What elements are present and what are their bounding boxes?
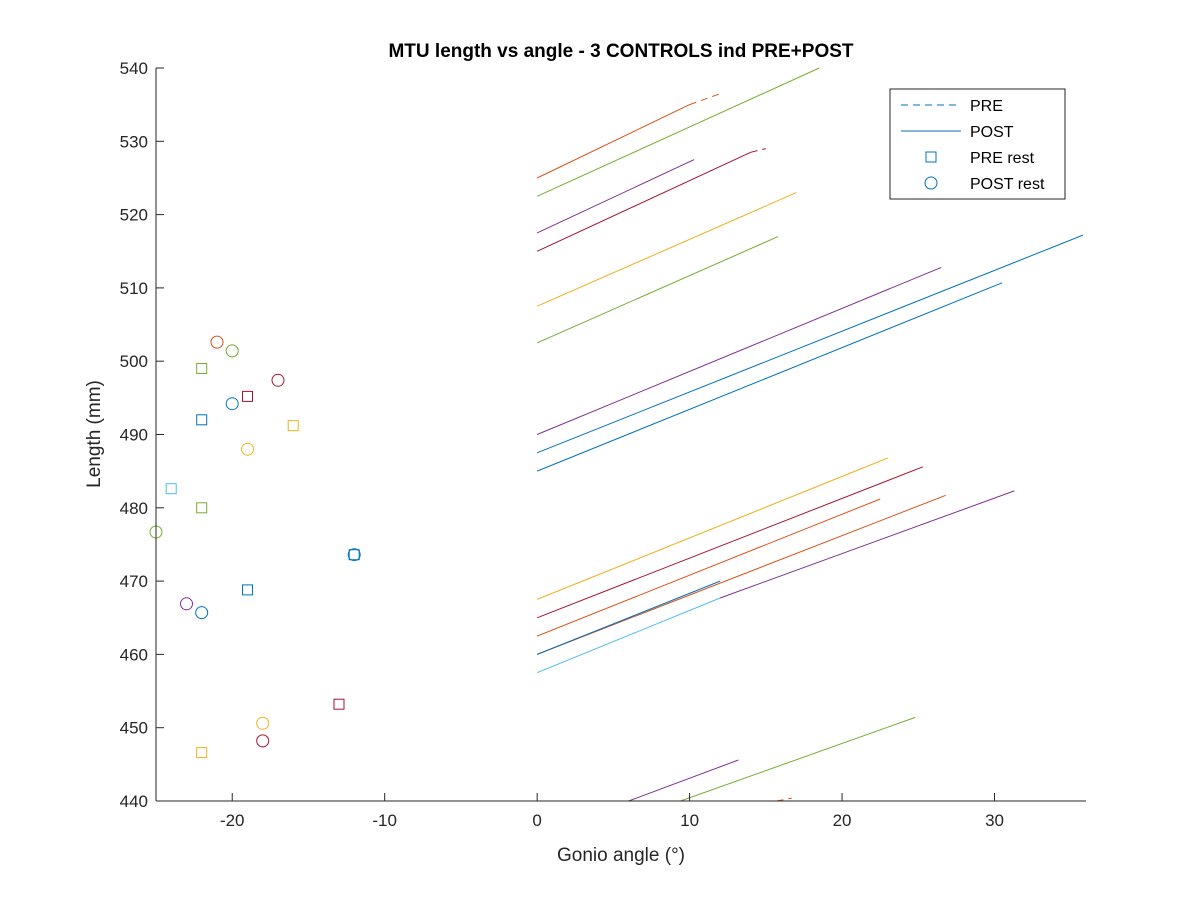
legend-label-post-rest: POST rest [970,176,1045,193]
post-rest-point-21 [256,734,270,748]
legend-label-post: POST [970,124,1014,141]
pre-rest-point-10 [196,747,208,759]
series-line-15 [536,494,946,655]
series-line-17 [536,597,721,674]
legend: PRE POST PRE rest POST rest [889,88,1066,200]
series-line-7 [536,192,797,307]
pre-rest-point-6 [196,502,208,514]
post-rest-point-18 [180,597,193,611]
y-tick-label: 510 [120,279,148,298]
y-tick-label: 530 [120,132,148,151]
x-tick-label: -10 [372,811,397,830]
y-ticks: 440 450 460 470 480 490 500 510 520 530 540 [120,59,164,811]
series-line-6 [750,148,766,153]
post-rest-point-19 [195,606,209,620]
y-tick-label: 450 [120,719,148,738]
series-line-5 [536,151,751,252]
legend-entry-post: POST [901,124,1014,141]
pre-rest-point-4 [287,420,299,432]
pre-rest-point-9 [333,698,345,710]
series-line-14 [536,498,881,637]
post-rest-point-15 [241,442,254,456]
x-tick-label: 20 [833,811,852,830]
series-line-12 [536,457,888,600]
post-rest-point-11 [210,335,224,349]
post-rest-point-20 [256,716,270,730]
legend-box [889,88,1066,200]
series-line-9 [536,266,942,435]
legend-entry-pre-rest: PRE rest [925,150,1035,167]
y-tick-label: 440 [120,792,148,811]
series-line-1 [536,104,690,179]
y-tick-label: 520 [120,206,148,225]
x-tick-label: -20 [220,811,245,830]
legend-entry-post-rest: POST rest [924,176,1045,193]
y-tick-label: 460 [120,645,148,664]
x-tick-label: 30 [985,811,1004,830]
legend-circle-marker-icon [924,176,938,190]
legend-label-pre: PRE [970,98,1003,115]
pre-rest-point-1 [196,363,208,374]
pre-rest-point-7 [348,549,360,561]
series-line-11 [536,282,1003,472]
y-axis-title: Length (mm) [84,380,105,488]
x-tick-label: 0 [532,811,541,830]
x-tick-label: 10 [680,811,699,830]
series-line-19 [628,759,739,802]
axes: -20 -10 0 10 20 30 440 450 460 470 480 490 500 510 52… [120,59,1086,830]
pre-rest-point-3 [242,390,253,402]
series-line-10 [536,234,1084,454]
series-line-20 [680,716,916,802]
y-tick-label: 480 [120,499,148,518]
y-tick-label: 470 [120,572,148,591]
series-line-18 [719,490,1015,599]
legend-label-pre-rest: PRE rest [970,150,1035,167]
series-line-16 [536,580,721,655]
series-line-8 [536,236,779,344]
legend-entry-pre: PRE [901,98,1003,115]
pre-rest-point-5 [165,483,177,495]
post-rest-point-14 [225,397,239,411]
legend-square-marker-icon [925,151,937,163]
y-tick-label: 500 [120,352,148,371]
post-rest-point-12 [225,344,239,358]
chart-title: MTU length vs angle - 3 CONTROLS ind PRE… [388,41,853,62]
y-tick-label: 490 [120,426,148,445]
post-rest-point-13 [271,373,285,387]
x-ticks: -20 -10 0 10 20 30 [220,793,1004,830]
y-tick-label: 540 [120,59,148,78]
series-line-13 [536,466,924,619]
series-line-3 [536,67,820,197]
pre-rest-point-2 [196,414,208,426]
series-line-4 [536,159,695,234]
x-axis-title: Gonio angle (°) [557,845,685,866]
pre-rest-point-8 [242,584,253,596]
post-rest-point-17 [347,548,361,562]
series-line-2 [689,93,721,106]
